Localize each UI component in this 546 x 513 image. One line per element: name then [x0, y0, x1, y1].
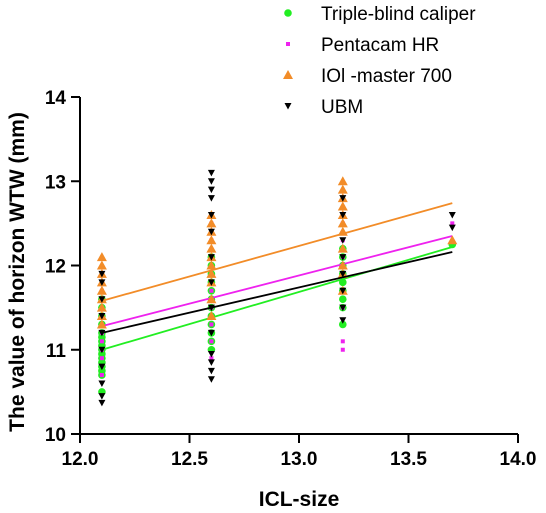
data-point [207, 178, 215, 185]
legend-marker [284, 9, 292, 17]
data-point [339, 237, 347, 244]
regression-line [101, 235, 453, 328]
regression-line [101, 202, 453, 302]
data-point [339, 295, 347, 304]
data-point [98, 313, 106, 320]
data-point [209, 339, 214, 344]
data-point [207, 195, 215, 202]
legend-label: Triple-blind caliper [321, 4, 476, 25]
data-point [98, 399, 106, 407]
data-point [207, 367, 215, 375]
data-point [207, 350, 215, 358]
data-point [206, 311, 217, 321]
y-tick-label: 12 [45, 257, 66, 278]
data-point [209, 322, 214, 327]
x-tick-label: 12.0 [62, 449, 99, 470]
data-point [450, 221, 455, 226]
data-point [209, 288, 214, 293]
data-point [99, 339, 104, 344]
data-point [206, 218, 217, 228]
data-point [207, 359, 215, 366]
y-tick-label: 11 [46, 341, 67, 362]
data-point [337, 184, 348, 194]
data-point [206, 294, 217, 304]
data-point [207, 279, 215, 286]
data-point [337, 218, 348, 228]
data-point [96, 302, 107, 312]
data-point [206, 268, 217, 278]
data-point [96, 319, 107, 329]
data-point [98, 279, 106, 286]
legend-entry: UBM [284, 97, 363, 118]
legend-label: Pentacam HR [321, 35, 439, 56]
data-point [339, 270, 347, 278]
ticks: 10 11 12 13 14 12.0 12.5 13.0 13.5 14.0 [45, 88, 537, 470]
x-tick-label: 13.0 [281, 449, 318, 470]
data-point [98, 296, 106, 303]
data-point [340, 339, 345, 344]
data-point [448, 211, 456, 219]
y-tick-label: 14 [45, 88, 67, 109]
data-point [99, 356, 104, 361]
data-point [207, 169, 215, 177]
data-point [98, 346, 106, 354]
data-point [98, 363, 106, 371]
y-tick-label: 13 [45, 172, 66, 193]
data-point [207, 186, 215, 194]
data-point [339, 304, 347, 312]
data-point [207, 329, 215, 337]
regression-line [101, 251, 453, 334]
y-axis-title: The value of horizon WTW (mm) [6, 112, 29, 432]
x-axis-title: ICL-size [259, 488, 340, 511]
x-tick-label: 13.5 [390, 449, 427, 470]
legend-marker [286, 42, 290, 46]
data-point [206, 235, 217, 245]
data-point [207, 211, 215, 219]
data-point [207, 254, 215, 261]
data-point [337, 201, 348, 211]
regression-line [101, 246, 453, 351]
data-point [207, 376, 215, 383]
data-point [96, 252, 107, 262]
x-tick-label: 12.5 [171, 449, 208, 470]
plot-area [96, 169, 458, 407]
series-4 [98, 169, 456, 407]
x-tick-label: 14.0 [500, 449, 537, 470]
data-point [98, 380, 106, 387]
y-tick-label: 10 [45, 425, 66, 446]
data-point [339, 254, 347, 261]
data-point [339, 287, 347, 295]
data-point [339, 320, 347, 329]
data-point [98, 270, 106, 278]
legend-entry: Triple-blind caliper [284, 4, 476, 25]
data-point [337, 260, 348, 270]
data-point [99, 373, 104, 378]
data-point [337, 176, 348, 186]
data-point [339, 317, 347, 324]
legend: Triple-blind caliper Pentacam HR IOl -mast… [283, 4, 476, 118]
legend-marker [283, 70, 293, 79]
data-point [447, 235, 458, 245]
data-point [96, 285, 107, 295]
legend-entry: Pentacam HR [286, 35, 439, 56]
data-point [340, 347, 345, 352]
data-point [206, 260, 217, 270]
legend-label: IOl -master 700 [321, 66, 452, 87]
data-point [209, 356, 214, 361]
legend-marker [284, 103, 292, 110]
data-point [207, 228, 215, 236]
data-point [337, 243, 348, 253]
data-point [206, 243, 217, 253]
data-point [339, 211, 347, 219]
data-point [98, 393, 106, 400]
data-point [96, 260, 107, 270]
data-point [98, 329, 106, 337]
legend-label: UBM [321, 97, 363, 118]
legend-entry: IOl -master 700 [283, 66, 452, 87]
data-point [448, 224, 456, 232]
data-point [339, 195, 347, 202]
axes [79, 97, 518, 435]
